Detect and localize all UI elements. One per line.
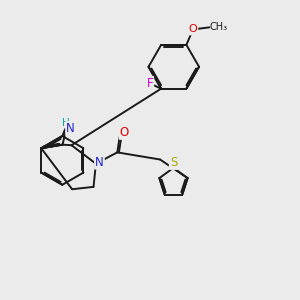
Text: H: H (61, 118, 69, 128)
Text: F: F (146, 77, 153, 90)
Text: CH₃: CH₃ (210, 22, 228, 32)
Text: S: S (170, 156, 177, 169)
Text: N: N (66, 122, 75, 135)
Text: O: O (189, 24, 197, 34)
Text: O: O (120, 126, 129, 139)
Text: N: N (95, 156, 104, 169)
